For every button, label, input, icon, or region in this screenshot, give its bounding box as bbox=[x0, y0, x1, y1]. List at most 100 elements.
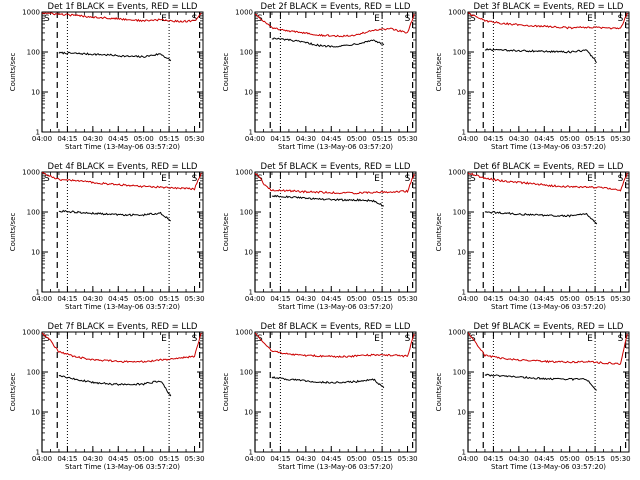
x-tick-label: 04:45 bbox=[321, 455, 341, 463]
y-tick-label: 1 bbox=[462, 289, 466, 297]
y-tick-label: 1 bbox=[36, 129, 40, 137]
marker-label: S bbox=[257, 174, 263, 184]
y-tick-label: 100 bbox=[240, 49, 253, 57]
panel-title: Det 9f BLACK = Events, RED = LLD bbox=[474, 322, 624, 332]
panels: Det 1f BLACK = Events, RED = LLD11010010… bbox=[9, 2, 631, 471]
x-tick-label: 04:30 bbox=[509, 135, 529, 143]
y-tick-label: 1 bbox=[462, 449, 466, 457]
y-axis-label: Counts/sec bbox=[435, 53, 443, 92]
x-tick-label: 05:30 bbox=[397, 135, 417, 143]
x-tick-label: 04:15 bbox=[57, 295, 77, 303]
series-line-lld bbox=[255, 332, 415, 359]
panel-det-3: Det 3f BLACK = Events, RED = LLD 1 10 100 10… bbox=[435, 2, 631, 151]
marker-label: E bbox=[161, 334, 167, 344]
marker-label: E bbox=[374, 14, 380, 24]
marker-label: S bbox=[618, 174, 624, 184]
x-tick-label: 05:15 bbox=[372, 295, 392, 303]
marker-label: S bbox=[192, 174, 198, 184]
y-tick-label: 100 bbox=[240, 369, 253, 377]
series-line-events bbox=[271, 37, 385, 48]
panel-title: Det 2f BLACK = Events, RED = LLD bbox=[261, 2, 411, 12]
y-tick-label: 10 bbox=[31, 89, 40, 97]
x-tick-label: 05:30 bbox=[610, 295, 630, 303]
series-line-lld bbox=[468, 332, 628, 366]
y-axis-label: Counts/sec bbox=[435, 373, 443, 412]
marker-label: S bbox=[192, 14, 198, 24]
x-tick-label: 04:15 bbox=[57, 455, 77, 463]
marker-label: S bbox=[470, 14, 476, 24]
series-line-events bbox=[58, 374, 172, 397]
x-tick-label: 05:15 bbox=[372, 455, 392, 463]
y-tick-label: 1000 bbox=[235, 9, 253, 17]
y-tick-label: 1000 bbox=[22, 169, 40, 177]
panel-det-6: Det 6f BLACK = Events, RED = LLD 1 10 100 10… bbox=[435, 162, 631, 311]
series-line-events bbox=[58, 51, 172, 62]
x-axis-label: Start Time (13-May-06 03:57:20) bbox=[491, 463, 606, 471]
x-tick-label: 04:30 bbox=[83, 455, 103, 463]
x-tick-label: 05:15 bbox=[585, 455, 605, 463]
y-tick-label: 10 bbox=[244, 409, 253, 417]
x-tick-label: 04:30 bbox=[296, 455, 316, 463]
y-axis-label: Counts/sec bbox=[222, 53, 230, 92]
series-line-lld bbox=[468, 172, 628, 192]
marker-label: S bbox=[44, 174, 50, 184]
panel-det-9: Det 9f BLACK = Events, RED = LLD 1 10 100 10… bbox=[435, 322, 631, 471]
x-tick-label: 04:15 bbox=[57, 135, 77, 143]
series-line-lld bbox=[255, 13, 415, 38]
series-line-events bbox=[484, 373, 597, 391]
marker-label: E bbox=[374, 334, 380, 344]
x-tick-label: 04:00 bbox=[458, 295, 478, 303]
y-axis-label: Counts/sec bbox=[9, 53, 17, 92]
x-tick-label: 05:30 bbox=[397, 455, 417, 463]
y-tick-label: 10 bbox=[31, 409, 40, 417]
y-tick-label: 10 bbox=[457, 409, 466, 417]
x-tick-label: 04:15 bbox=[483, 455, 503, 463]
series-line-events bbox=[271, 376, 385, 389]
x-axis-label: Start Time (13-May-06 03:57:20) bbox=[278, 463, 393, 471]
x-tick-label: 04:45 bbox=[534, 455, 554, 463]
x-tick-label: 04:45 bbox=[321, 135, 341, 143]
x-tick-label: 05:00 bbox=[560, 295, 580, 303]
y-axis-label: Counts/sec bbox=[222, 213, 230, 252]
marker-label: S bbox=[192, 334, 198, 344]
x-tick-label: 04:15 bbox=[270, 135, 290, 143]
y-tick-label: 100 bbox=[240, 209, 253, 217]
series-line-lld bbox=[42, 12, 202, 23]
x-tick-label: 04:30 bbox=[296, 295, 316, 303]
x-tick-label: 04:00 bbox=[32, 135, 52, 143]
y-tick-label: 1 bbox=[249, 129, 253, 137]
x-tick-label: 04:30 bbox=[83, 295, 103, 303]
series-line-events bbox=[271, 194, 385, 207]
x-tick-label: 05:15 bbox=[159, 455, 179, 463]
panel-title: Det 3f BLACK = Events, RED = LLD bbox=[474, 2, 624, 12]
x-axis-label: Start Time (13-May-06 03:57:20) bbox=[278, 303, 393, 311]
x-axis-label: Start Time (13-May-06 03:57:20) bbox=[65, 143, 180, 151]
marker-label: S bbox=[470, 174, 476, 184]
x-tick-label: 05:30 bbox=[610, 455, 630, 463]
x-tick-label: 05:15 bbox=[159, 135, 179, 143]
x-tick-label: 05:15 bbox=[585, 295, 605, 303]
x-tick-label: 04:30 bbox=[509, 295, 529, 303]
x-tick-label: 05:15 bbox=[372, 135, 392, 143]
y-tick-label: 1000 bbox=[235, 329, 253, 337]
series-line-lld bbox=[42, 172, 202, 191]
panel-title: Det 5f BLACK = Events, RED = LLD bbox=[261, 162, 411, 172]
marker-label: S bbox=[405, 174, 411, 184]
x-tick-label: 04:45 bbox=[108, 135, 128, 143]
y-tick-label: 100 bbox=[453, 49, 466, 57]
x-tick-label: 05:30 bbox=[610, 135, 630, 143]
panel-det-1: Det 1f BLACK = Events, RED = LLD 1 10 100 10… bbox=[9, 2, 205, 151]
panel-det-2: Det 2f BLACK = Events, RED = LLD 1 10 100 10… bbox=[222, 2, 418, 151]
y-tick-label: 100 bbox=[27, 369, 40, 377]
y-tick-label: 1 bbox=[249, 289, 253, 297]
series-line-events bbox=[484, 211, 598, 225]
y-tick-label: 10 bbox=[457, 249, 466, 257]
y-tick-label: 10 bbox=[244, 249, 253, 257]
marker-label: S bbox=[405, 14, 411, 24]
y-axis-label: Counts/sec bbox=[435, 213, 443, 252]
x-tick-label: 04:45 bbox=[108, 455, 128, 463]
x-tick-label: 04:15 bbox=[270, 455, 290, 463]
panel-det-5: Det 5f BLACK = Events, RED = LLD 1 10 100 10… bbox=[222, 162, 418, 311]
series-line-lld bbox=[255, 172, 415, 195]
